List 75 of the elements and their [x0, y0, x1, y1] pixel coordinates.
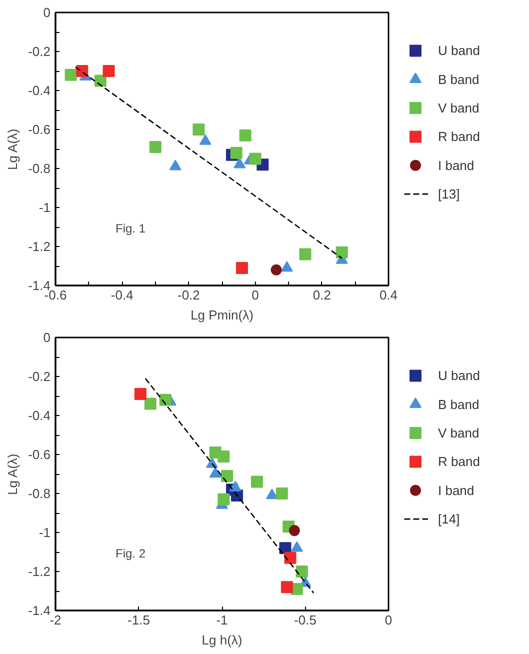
x-tick-label: -2 [50, 612, 62, 628]
point [229, 480, 242, 492]
point [220, 470, 233, 482]
y-tick-label: 0 [43, 330, 51, 345]
y-tick-label: -0.2 [28, 369, 51, 384]
point [102, 65, 115, 77]
legend-label: U band [438, 43, 480, 58]
point [234, 158, 246, 168]
point [218, 493, 230, 506]
point [276, 488, 288, 500]
x-tick-label: 0.2 [312, 288, 331, 302]
y-tick-label: -1.4 [28, 603, 51, 618]
legend-label: R band [438, 454, 480, 470]
legend-label: B band [438, 396, 480, 412]
legend-label: V band [438, 426, 480, 441]
x-tick-label: 0.4 [379, 288, 398, 302]
y-axis-title: Lg A(λ) [5, 454, 20, 495]
x-tick-label: -0.5 [294, 612, 316, 628]
x-tick-label: 0 [252, 288, 259, 302]
x-axis-title: Lg h(λ) [202, 632, 242, 648]
point [290, 541, 303, 552]
legend-label: I band [438, 158, 474, 173]
point [230, 146, 242, 159]
point [192, 124, 205, 136]
x-tick-label: -1 [216, 612, 228, 628]
point [169, 160, 182, 170]
y-tick-label: -1.2 [28, 239, 51, 254]
y-axis-title: Lg A(λ) [5, 128, 20, 170]
y-tick-label: -0.4 [28, 83, 51, 98]
point [296, 566, 308, 578]
annotation: Fig. 1 [116, 222, 146, 236]
legend-label: I band [438, 482, 474, 498]
y-tick-label: -0.6 [28, 447, 51, 462]
point [134, 388, 146, 400]
legend-label: U band [438, 368, 480, 384]
y-tick-label: -0.8 [28, 486, 51, 501]
y-tick-label: -1 [38, 525, 51, 540]
point [144, 398, 156, 410]
point [266, 488, 278, 500]
point [280, 581, 293, 594]
x-tick-label: -0.4 [110, 288, 134, 302]
point [250, 476, 263, 488]
point [239, 129, 252, 142]
y-tick-label: -0.2 [28, 44, 51, 59]
point [249, 152, 262, 165]
point [236, 262, 248, 274]
x-tick-label: -0.2 [178, 288, 200, 302]
point [280, 261, 293, 272]
y-tick-label: -0.8 [28, 161, 51, 176]
point [288, 525, 300, 536]
legend-label: B band [438, 72, 480, 87]
y-tick-label: -1.4 [28, 278, 51, 293]
point [209, 467, 222, 478]
y-tick-label: -1 [38, 200, 51, 215]
point [218, 450, 230, 462]
point [159, 394, 172, 406]
point [199, 134, 212, 145]
legend-label: [14] [438, 512, 460, 527]
y-tick-label: -0.4 [28, 408, 51, 423]
point [284, 552, 296, 564]
annotation: Fig. 2 [116, 546, 146, 560]
legend-label: [13] [438, 186, 460, 202]
legend-label: V band [438, 100, 480, 116]
y-tick-label: -1.2 [28, 564, 51, 579]
point [270, 264, 282, 276]
point [299, 248, 312, 260]
x-tick-label: 0 [384, 612, 392, 628]
y-tick-label: -0.6 [28, 122, 51, 137]
y-tick-label: 0 [43, 5, 51, 20]
point [336, 246, 348, 258]
x-axis-title: Lg Pmin(λ) [190, 308, 254, 322]
x-tick-label: -1.5 [128, 612, 150, 628]
legend-label: R band [438, 129, 480, 144]
point [64, 68, 77, 81]
point [149, 141, 162, 154]
